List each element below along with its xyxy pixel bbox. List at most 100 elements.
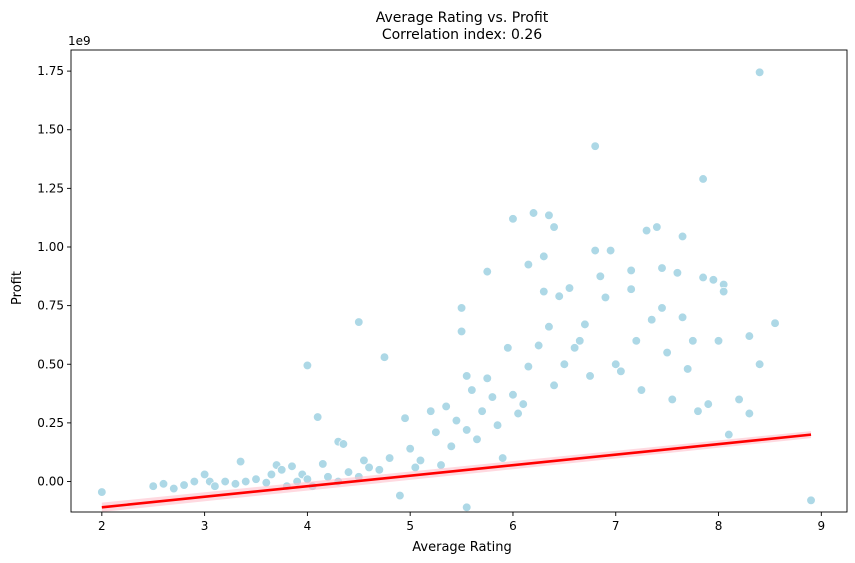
data-point: [467, 385, 477, 395]
data-point: [647, 315, 657, 325]
data-point: [544, 210, 554, 220]
data-point: [657, 263, 667, 273]
data-point: [251, 474, 261, 484]
data-point: [688, 336, 698, 346]
x-tick-label: 2: [98, 519, 106, 533]
chart-subtitle: Correlation index: 0.26: [382, 27, 542, 43]
data-point: [482, 266, 492, 277]
data-point: [641, 225, 652, 236]
data-point: [534, 340, 544, 351]
data-point: [508, 390, 518, 400]
data-point: [544, 322, 554, 332]
data-point: [179, 480, 189, 490]
data-point: [559, 359, 570, 369]
data-point: [600, 292, 611, 303]
data-point: [148, 481, 158, 491]
data-point: [806, 495, 816, 505]
data-point: [277, 465, 287, 475]
data-point: [549, 222, 559, 232]
data-point: [662, 347, 672, 358]
data-point: [384, 453, 395, 463]
data-point: [313, 412, 323, 422]
data-point: [431, 427, 441, 437]
data-point: [446, 441, 456, 451]
y-axis-label: Profit: [10, 271, 25, 305]
y-tick-label: 0.50: [37, 357, 64, 371]
data-point: [719, 286, 729, 297]
data-point: [698, 174, 708, 184]
data-point: [683, 364, 693, 374]
data-point: [770, 318, 780, 328]
data-point: [472, 434, 482, 444]
x-tick-label: 6: [509, 519, 517, 533]
data-point: [241, 476, 251, 487]
data-point: [287, 461, 297, 471]
data-point: [426, 406, 436, 416]
data-point: [415, 455, 426, 466]
x-tick-label: 7: [612, 519, 620, 533]
data-point: [210, 481, 220, 491]
data-point: [616, 366, 626, 376]
data-point: [754, 67, 765, 77]
data-point: [528, 208, 539, 218]
data-point: [713, 336, 724, 346]
data-point: [97, 487, 107, 497]
data-point: [379, 352, 390, 362]
data-point: [539, 251, 549, 262]
data-point: [575, 336, 585, 346]
data-point: [611, 359, 621, 369]
data-point: [189, 476, 199, 487]
x-axis-label: Average Rating: [412, 540, 511, 555]
data-point: [595, 271, 605, 281]
data-point: [698, 272, 708, 283]
data-point: [456, 303, 467, 313]
data-point: [508, 214, 518, 224]
data-point: [482, 373, 492, 383]
data-point: [626, 284, 636, 294]
y-tick-label: 0.25: [37, 416, 64, 430]
data-point: [631, 336, 641, 346]
data-point: [605, 245, 616, 256]
data-point: [590, 141, 600, 151]
data-point: [451, 415, 462, 426]
data-point: [580, 319, 590, 330]
y-offset-label: 1e9: [68, 34, 91, 48]
data-point: [734, 394, 744, 405]
data-point: [456, 326, 467, 337]
data-point: [657, 303, 667, 313]
data-point: [364, 462, 374, 473]
chart-title: Average Rating vs. Profit: [376, 10, 549, 26]
data-point: [220, 476, 230, 487]
data-point: [487, 392, 498, 402]
data-point: [744, 331, 755, 341]
data-point: [626, 265, 636, 276]
y-tick-label: 0.75: [37, 299, 64, 313]
data-point: [724, 429, 734, 440]
data-point: [343, 467, 354, 477]
data-point: [359, 455, 369, 466]
x-tick-label: 5: [406, 519, 414, 533]
data-point: [318, 459, 328, 469]
data-point: [667, 394, 677, 405]
data-point: [503, 343, 513, 353]
data-point: [462, 371, 472, 381]
data-point: [266, 469, 277, 480]
data-point: [436, 460, 446, 470]
data-point: [523, 259, 534, 270]
data-point: [703, 399, 713, 409]
data-point: [354, 317, 364, 327]
data-point: [585, 371, 595, 381]
data-point: [672, 268, 683, 278]
data-point: [492, 420, 503, 430]
data-point: [590, 245, 600, 256]
data-point: [693, 406, 703, 416]
data-point: [569, 343, 580, 353]
data-point: [744, 408, 755, 419]
data-point: [395, 490, 405, 501]
data-point: [400, 413, 410, 423]
data-point: [677, 312, 688, 323]
y-tick-label: 0.00: [37, 475, 64, 489]
data-point: [462, 425, 472, 435]
data-point: [199, 469, 210, 480]
